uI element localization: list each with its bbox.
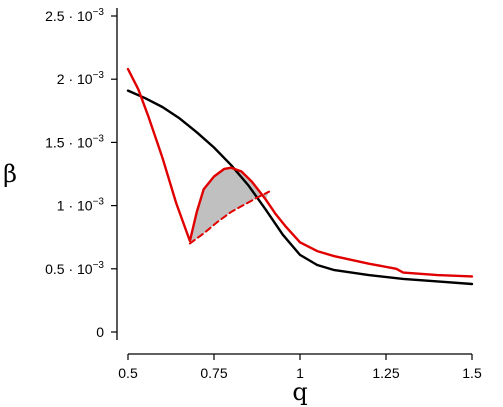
y-tick-label: 0 <box>96 324 104 340</box>
shaded-region-layer <box>189 167 269 244</box>
y-tick-label: 0.5 · 10−3 <box>45 260 104 277</box>
y-axis-label: β <box>3 160 17 188</box>
y-tick-label: 1 · 10−3 <box>57 197 105 214</box>
series-line-2 <box>126 67 474 278</box>
x-tick-label: 1.25 <box>372 365 399 381</box>
y-tick-label: 2 · 10−3 <box>57 70 105 87</box>
series-line-1 <box>126 89 474 286</box>
series-line-3 <box>188 190 270 245</box>
series-layer <box>126 67 474 286</box>
shaded-region <box>189 167 269 244</box>
x-tick-label: 1 <box>296 365 304 381</box>
y-tick-label: 1.5 · 10−3 <box>45 133 104 150</box>
y-axis-ticks: 0 0.5 · 10−3 1 · 10−3 1.5 · 10−3 2 · 10−3 2.5… <box>45 7 117 340</box>
x-tick-label: 0.5 <box>118 365 138 381</box>
x-tick-label: 1.5 <box>462 365 482 381</box>
x-tick-label: 0.75 <box>200 365 227 381</box>
x-axis-ticks: 0.5 0.75 1 1.25 1.5 <box>118 354 482 381</box>
y-tick-label: 2.5 · 10−3 <box>45 7 104 24</box>
x-axis-label: q <box>292 378 307 406</box>
